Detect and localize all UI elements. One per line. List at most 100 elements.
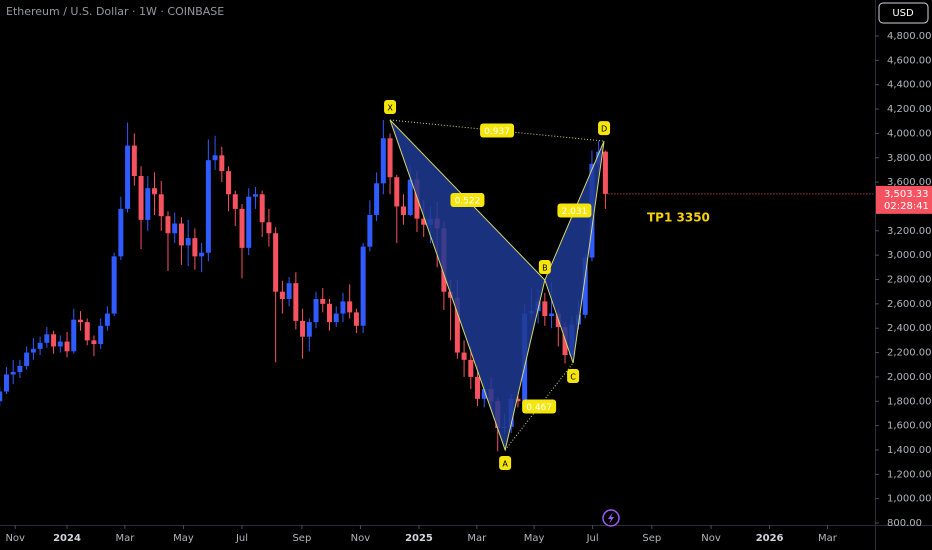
y-tick-label: 2,600.00 — [887, 299, 932, 310]
candle-body — [24, 352, 30, 366]
y-tick-label: 2,400.00 — [887, 323, 932, 334]
y-tick-label: 4,000.00 — [887, 128, 932, 139]
candle-body — [401, 206, 407, 215]
candle-body — [51, 334, 57, 347]
candle-body — [273, 233, 279, 292]
candle-body — [91, 340, 97, 345]
y-tick-label: 4,600.00 — [887, 55, 932, 66]
ratio-box — [557, 203, 592, 218]
candle-body — [3, 374, 9, 392]
currency-button[interactable] — [878, 2, 929, 24]
candle-body — [300, 320, 306, 337]
candle-body — [387, 138, 393, 178]
candle-body — [205, 160, 211, 253]
candle-body — [340, 301, 346, 314]
candle-body — [172, 223, 178, 234]
y-tick-label: 3,200.00 — [887, 226, 932, 237]
y-tick-label: 1,200.00 — [887, 469, 932, 480]
candle-body — [286, 283, 292, 299]
candle-body — [185, 238, 191, 246]
candle-body — [320, 298, 326, 304]
candle-body — [259, 194, 265, 223]
harmonic-pattern: 0.937 0.522 0.467 2.031 X A B C D — [384, 100, 611, 470]
candle-body — [212, 155, 218, 161]
candle-body — [454, 297, 460, 353]
candle-body — [602, 151, 608, 194]
candle-body — [481, 389, 487, 399]
x-tick-label: Jul — [586, 533, 599, 544]
y-tick-label: 1,400.00 — [887, 445, 932, 456]
candle-body — [326, 303, 332, 323]
ratio-label: 0.937 — [484, 127, 510, 137]
candle-body — [367, 214, 373, 247]
x-tick-label: Mar — [818, 533, 838, 544]
candle-body — [515, 398, 521, 402]
candle-body — [192, 238, 198, 257]
candle-body — [226, 171, 232, 195]
candle-body — [118, 208, 124, 257]
icon-bolt[interactable] — [608, 512, 614, 524]
icon-ring[interactable] — [602, 509, 620, 527]
pattern-dotted-line — [504, 362, 574, 451]
candle-body — [145, 188, 151, 220]
candle-body — [165, 216, 171, 234]
last-price-box — [876, 185, 932, 214]
currency-label[interactable]: USD — [892, 8, 914, 19]
candle-body — [293, 283, 299, 321]
candle-body — [421, 218, 427, 225]
point-box — [538, 259, 551, 274]
candle-body — [347, 301, 353, 313]
candle-body — [98, 325, 104, 345]
candle-body — [380, 138, 386, 184]
candle-body — [77, 319, 83, 323]
candle-body — [30, 348, 36, 353]
y-tick-label: 2,200.00 — [887, 348, 932, 359]
x-tick-label: Mar — [115, 533, 135, 544]
candle-body — [468, 359, 474, 377]
ratio-label: 0.467 — [526, 403, 552, 413]
ratio-box — [522, 399, 557, 414]
point-label: C — [570, 373, 576, 382]
flash-icon[interactable] — [602, 509, 620, 527]
chart-title: Ethereum / U.S. Dollar · 1W · COINBASE — [6, 5, 224, 18]
countdown-label: 02:28:41 — [884, 201, 929, 212]
candle-body — [84, 322, 90, 341]
ratio-box — [450, 192, 485, 207]
candle-body — [219, 155, 225, 172]
candle-body — [407, 179, 413, 215]
candle-body — [306, 322, 312, 337]
x-tick-label: Nov — [5, 533, 25, 544]
candle-body — [37, 342, 43, 349]
y-tick-label: 1,800.00 — [887, 396, 932, 407]
candle-body — [542, 301, 548, 317]
y-tick-label: 1,600.00 — [887, 421, 932, 432]
candle-body — [0, 391, 3, 402]
candle-body — [414, 179, 420, 219]
candle-body — [104, 313, 110, 326]
candle-body — [125, 145, 131, 209]
candle-body — [266, 222, 272, 234]
point-label: A — [502, 459, 508, 468]
candle-body — [158, 194, 164, 217]
y-tick-label: 4,400.00 — [887, 80, 932, 91]
x-tick-label: Jul — [235, 533, 248, 544]
y-tick-label: 2,800.00 — [887, 275, 932, 286]
candle-body — [178, 223, 184, 246]
candle-body — [394, 177, 400, 207]
candle-body — [279, 291, 285, 299]
candle-body — [353, 312, 359, 326]
candle-body — [131, 145, 137, 177]
y-tick-label: 3,000.00 — [887, 250, 932, 261]
candle-body — [374, 183, 380, 215]
candle-body — [199, 252, 205, 257]
point-box — [384, 100, 397, 115]
x-tick-label: Sep — [642, 533, 661, 544]
candle-body — [333, 313, 339, 323]
x-tick-label: 2025 — [405, 533, 433, 544]
point-label: B — [542, 263, 548, 272]
candle-body — [313, 298, 319, 323]
ratio-box — [480, 123, 515, 138]
y-tick-label: 1,000.00 — [887, 494, 932, 505]
y-tick-label: 4,200.00 — [887, 104, 932, 115]
